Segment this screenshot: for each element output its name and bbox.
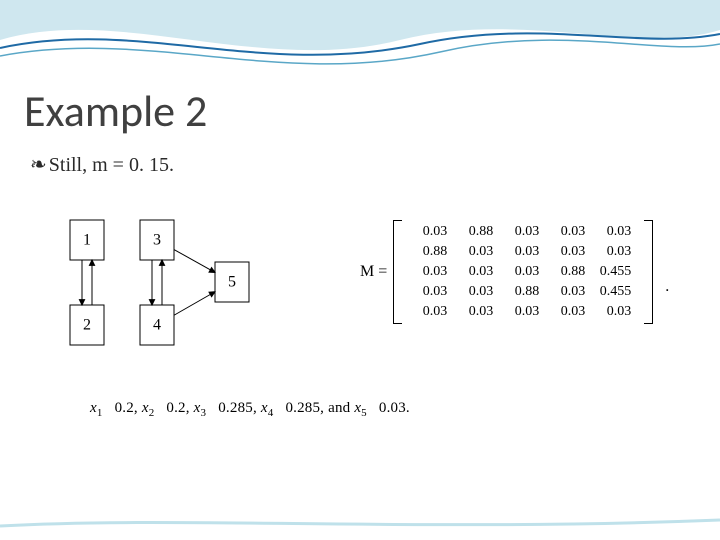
- bottom-accent: [0, 514, 720, 530]
- matrix-trailing: .: [665, 278, 669, 324]
- graph-edge: [89, 260, 94, 305]
- bracket-right-icon: [645, 220, 653, 324]
- graph-edge: [79, 260, 84, 305]
- matrix-cell: 0.03: [507, 264, 539, 280]
- graph-edge: [174, 250, 215, 273]
- x5-val: 0.03.: [379, 400, 410, 416]
- subtitle: ❧Still, m = 0. 15.: [30, 152, 696, 177]
- matrix-cell: 0.03: [461, 264, 493, 280]
- matrix-grid: 0.03 0.88 0.03 0.03 0.03 0.88 0.03 0.03 0.03 0.03…: [407, 220, 639, 324]
- bracket-left-icon: [393, 220, 401, 324]
- x2-val: 0.2,: [166, 400, 189, 416]
- matrix-cell: 0.03: [415, 304, 447, 320]
- graph-edge: [149, 260, 154, 305]
- matrix-cell: 0.03: [599, 244, 631, 260]
- graph-edge: [159, 260, 164, 305]
- wave-decoration: [0, 0, 720, 90]
- matrix-cell: 0.03: [599, 224, 631, 240]
- x4-val: 0.285,: [285, 400, 324, 416]
- page-title: Example 2: [24, 84, 696, 138]
- matrix-cell: 0.03: [461, 304, 493, 320]
- figure-area: 12345 M = 0.030.880.030.030.030.880.030.…: [60, 210, 680, 410]
- x1-val: 0.2,: [115, 400, 138, 416]
- matrix-cell: 0.88: [415, 244, 447, 260]
- graph-node-label: 1: [83, 232, 91, 249]
- matrix-cell: 0.03: [553, 304, 585, 320]
- matrix-cell: 0.88: [553, 264, 585, 280]
- matrix-cell: 0.03: [553, 244, 585, 260]
- matrix-cell: 0.03: [553, 224, 585, 240]
- matrix-cell: 0.03: [461, 244, 493, 260]
- graph-node-label: 4: [153, 317, 161, 334]
- matrix-cell: 0.03: [415, 284, 447, 300]
- x3-val: 0.285,: [218, 400, 257, 416]
- matrix-cell: 0.455: [599, 264, 631, 280]
- bullet-icon: ❧: [30, 154, 47, 176]
- matrix-cell: 0.455: [599, 284, 631, 300]
- graph-edge: [174, 292, 215, 316]
- subtitle-prefix: Still,: [49, 154, 92, 176]
- matrix-label: M =: [360, 263, 387, 281]
- matrix-cell: 0.03: [599, 304, 631, 320]
- matrix-cell: 0.88: [507, 284, 539, 300]
- matrix-cell: 0.03: [461, 284, 493, 300]
- subtitle-eq: m = 0. 15.: [92, 154, 174, 176]
- matrix-cell: 0.88: [461, 224, 493, 240]
- matrix-cell: 0.03: [553, 284, 585, 300]
- matrix-cell: 0.03: [415, 224, 447, 240]
- matrix-cell: 0.03: [415, 264, 447, 280]
- result-line: x10.2, x20.2, x30.285, x40.285, and x50.…: [90, 400, 410, 419]
- matrix-cell: 0.03: [507, 304, 539, 320]
- graph-node-label: 2: [83, 317, 91, 334]
- graph-node-label: 3: [153, 232, 161, 249]
- matrix-block: M = 0.030.880.030.030.030.880.030.030.03…: [360, 220, 669, 324]
- graph-diagram: 1 2 3 4 5: [60, 210, 320, 370]
- and-label: and: [328, 400, 350, 416]
- graph-node-label: 5: [228, 274, 236, 291]
- matrix-cell: 0.03: [507, 224, 539, 240]
- matrix-cell: 0.03: [507, 244, 539, 260]
